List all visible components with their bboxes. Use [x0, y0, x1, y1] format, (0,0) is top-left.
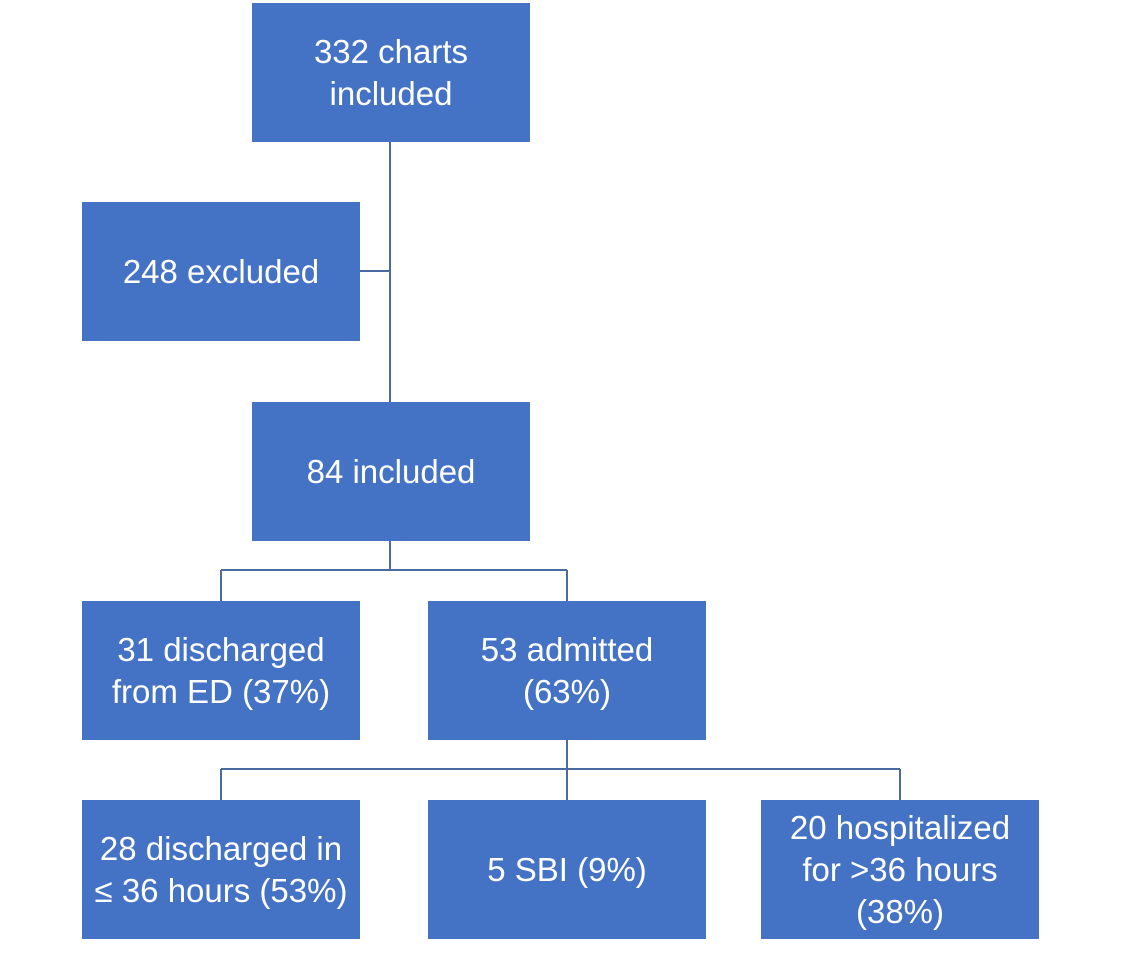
node-discharged-36h: 28 discharged in ≤ 36 hours (53%)	[82, 800, 360, 939]
node-excluded: 248 excluded	[82, 202, 360, 341]
node-charts-included: 332 charts included	[252, 3, 530, 142]
node-sbi-label: 5 SBI (9%)	[487, 850, 647, 888]
node-hospitalized-36h-label: 20 hospitalized for >36 hours (38%)	[789, 808, 1011, 930]
node-discharged-36h-label: 28 discharged in ≤ 36 hours (53%)	[94, 829, 348, 909]
node-admitted: 53 admitted (63%)	[428, 601, 706, 740]
node-included: 84 included	[252, 402, 530, 541]
node-admitted-label: 53 admitted (63%)	[480, 630, 654, 710]
node-discharged-from-ed: 31 discharged from ED (37%)	[82, 601, 360, 740]
node-excluded-label: 248 excluded	[122, 252, 320, 290]
node-included-label: 84 included	[306, 452, 476, 490]
node-charts-included-label: 332 charts included	[313, 32, 469, 112]
node-hospitalized-36h: 20 hospitalized for >36 hours (38%)	[761, 800, 1039, 939]
node-discharged-from-ed-label: 31 discharged from ED (37%)	[111, 630, 331, 710]
node-sbi: 5 SBI (9%)	[428, 800, 706, 939]
